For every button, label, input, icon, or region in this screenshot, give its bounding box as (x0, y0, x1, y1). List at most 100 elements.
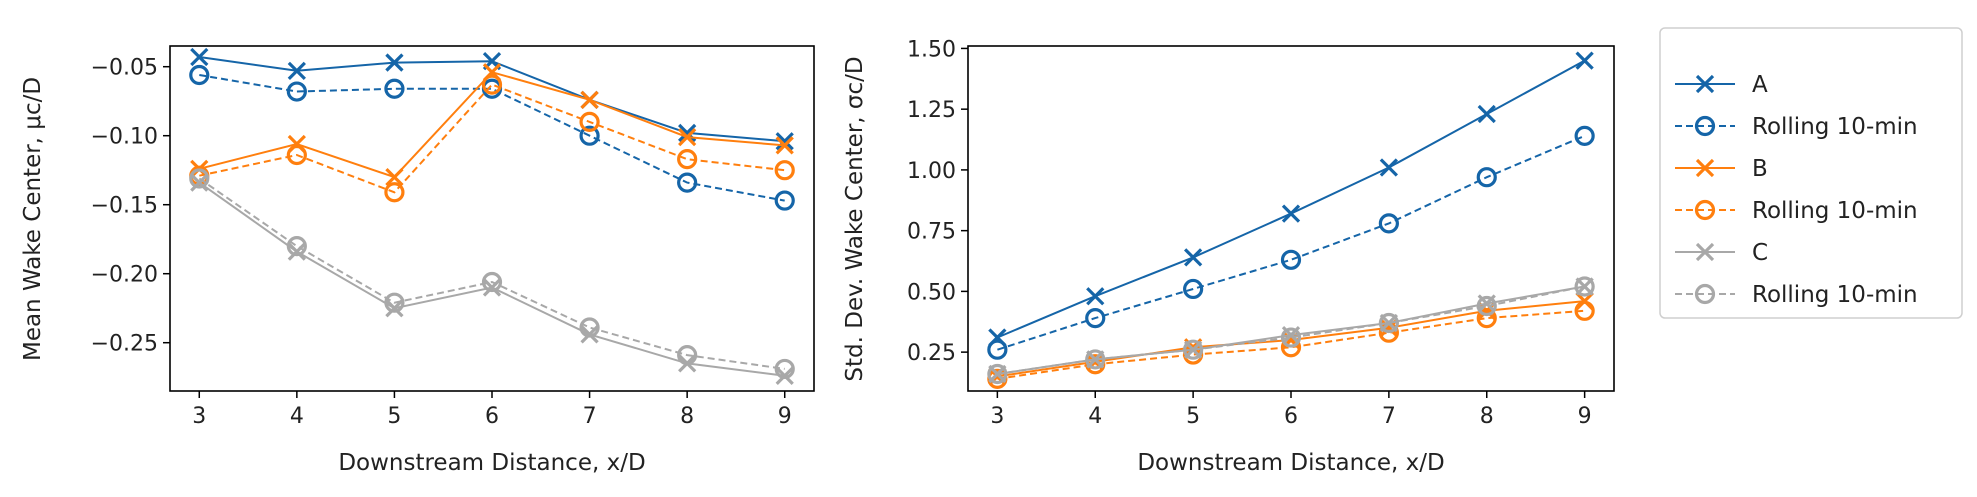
data-point (1280, 337, 1302, 358)
data-point (774, 190, 795, 211)
data-point (286, 236, 307, 257)
data-point (384, 292, 405, 313)
series-1 (190, 47, 794, 151)
x-tick-label: 4 (290, 404, 304, 429)
data-point (1280, 327, 1302, 348)
data-point (1378, 312, 1399, 334)
legend-entry: C (1675, 240, 1768, 266)
data-point (287, 242, 306, 261)
data-point (775, 136, 794, 155)
data-point (1379, 158, 1399, 177)
data-point (1378, 213, 1399, 234)
x-tick-label: 5 (1186, 404, 1200, 429)
legend-entry: B (1675, 156, 1768, 182)
x-tick-label: 3 (990, 404, 1004, 429)
legend-entry: Rolling 10-min (1675, 114, 1918, 140)
data-point (385, 53, 404, 72)
data-point (1574, 276, 1595, 297)
y-tick-label: −0.05 (91, 56, 158, 81)
data-point (1476, 295, 1497, 317)
data-point (677, 345, 698, 366)
legend-label: Rolling 10-min (1752, 282, 1918, 308)
data-point (1183, 339, 1204, 360)
x-tick-label: 8 (680, 404, 694, 429)
data-point (1477, 104, 1496, 124)
series-line (997, 134, 1585, 351)
legend: A Rolling 10-min B Rolling 10-min C Rolling 1… (1659, 27, 1963, 319)
data-point (775, 366, 794, 385)
data-point (580, 90, 599, 109)
series-6 (987, 276, 1595, 385)
x-tick-label: 4 (1088, 404, 1102, 429)
series-group (189, 47, 795, 385)
data-point (189, 168, 210, 189)
legend-marker (1694, 199, 1716, 221)
data-point (677, 172, 698, 193)
data-point (481, 271, 503, 293)
data-point (385, 299, 404, 318)
data-point (1476, 308, 1497, 329)
data-point (775, 132, 794, 151)
y-tick-label: 1.25 (907, 98, 956, 123)
data-point (286, 144, 307, 166)
data-point (287, 61, 306, 80)
series-6 (189, 168, 795, 380)
x-tick-label: 9 (1578, 404, 1592, 429)
series-line (199, 83, 785, 194)
data-point (1280, 249, 1302, 270)
data-point (579, 111, 600, 133)
y-tick-label: 0.75 (907, 220, 956, 245)
legend-marker (1695, 74, 1715, 94)
data-point (774, 160, 795, 181)
legend-label: Rolling 10-min (1752, 198, 1918, 224)
data-point (774, 358, 795, 380)
series-line (199, 74, 785, 202)
x-tick-label: 6 (485, 404, 499, 429)
data-point (481, 74, 503, 95)
y-tick-label: −0.20 (91, 263, 158, 288)
y-axis-label: Std. Dev. Wake Center, σc/D (842, 56, 868, 381)
mean-wake-center-plot: Downstream Distance, x/D Mean Wake Cente… (20, 45, 815, 476)
legend-marker (1694, 283, 1716, 305)
y-tick-label: −0.10 (91, 125, 158, 150)
legend-entry: A (1675, 72, 1768, 98)
y-tick-label: 1.00 (907, 159, 956, 184)
legend-marker (1694, 115, 1716, 137)
legend-entry: Rolling 10-min (1675, 198, 1918, 224)
legend-label: Rolling 10-min (1752, 114, 1918, 140)
std-dev-wake-center-plot: Downstream Distance, x/D Std. Dev. Wake … (842, 37, 1615, 476)
series-2 (987, 125, 1595, 360)
data-point (384, 182, 405, 203)
legend-label: C (1752, 240, 1768, 266)
data-point (677, 149, 698, 170)
y-tick-label: 0.25 (907, 341, 956, 366)
y-tick-label: −0.15 (91, 194, 158, 219)
data-point (384, 78, 405, 99)
data-point (1574, 125, 1595, 146)
legend-marker (1695, 158, 1715, 178)
data-point (1281, 204, 1301, 223)
data-point (189, 64, 210, 86)
data-point (190, 173, 209, 192)
series-line (198, 177, 785, 370)
x-tick-label: 8 (1480, 404, 1494, 429)
x-tick-label: 7 (583, 404, 597, 429)
y-tick-label: 0.50 (907, 280, 956, 305)
data-point (385, 167, 404, 187)
x-tick-label: 9 (778, 404, 792, 429)
data-point (987, 339, 1008, 360)
legend-marker (1695, 242, 1715, 262)
data-point (1476, 167, 1497, 188)
data-point (286, 81, 307, 102)
data-point (1183, 248, 1203, 267)
data-point (987, 363, 1008, 385)
legend-label: B (1752, 156, 1768, 182)
x-axis-label: Downstream Distance, x/D (338, 450, 645, 476)
data-point (1085, 349, 1106, 370)
y-tick-label: −0.25 (91, 332, 158, 357)
y-axis-label: Mean Wake Center, μc/D (20, 77, 46, 361)
x-tick-label: 3 (192, 404, 206, 429)
data-point (1086, 287, 1105, 306)
legend-label: A (1752, 72, 1768, 98)
